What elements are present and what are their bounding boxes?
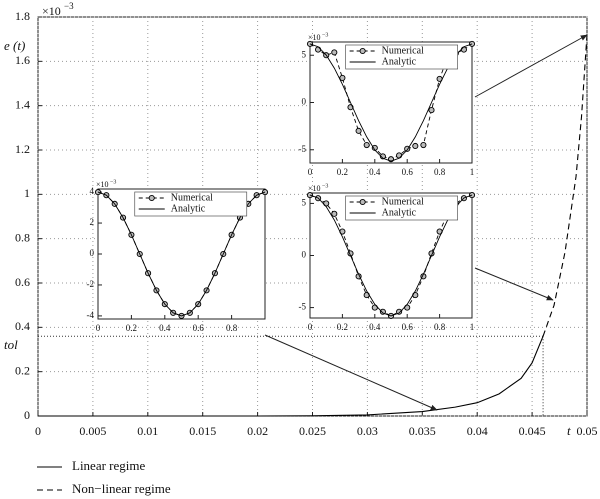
x-tick-label: 0.035	[409, 424, 436, 438]
x-tick-label: 0.2	[126, 323, 137, 333]
y-tick-label: 1.2	[15, 142, 30, 156]
x-tick-label: 0.02	[247, 424, 268, 438]
x-tick-label: 0	[35, 424, 41, 438]
y-tick-label: 0.8	[15, 230, 30, 244]
y-tick-label: 0.2	[15, 363, 30, 377]
data-point	[315, 46, 322, 53]
y-tick-label: 2	[90, 217, 95, 227]
x-tick-label: 0.6	[402, 167, 414, 177]
legend-label: Analytic	[382, 207, 417, 218]
series-line	[38, 335, 544, 417]
exponent-base: ×10	[308, 184, 321, 193]
data-point	[339, 74, 346, 81]
x-tick-label: 0.2	[337, 322, 348, 332]
y-axis-label: e (t)	[4, 38, 25, 53]
legend-marker	[359, 47, 366, 55]
exponent-power: −3	[322, 183, 328, 189]
y-tick-label: 1.6	[15, 53, 30, 67]
x-tick-label: 0	[308, 167, 313, 177]
data-point	[363, 141, 370, 149]
y-tick-label: 0	[90, 248, 95, 258]
x-tick-label: 0.04	[467, 424, 488, 438]
x-tick-label: 0.2	[337, 167, 348, 177]
data-point	[460, 46, 467, 53]
x-tick-label: 1	[470, 167, 475, 177]
legend-label: Numerical	[382, 196, 424, 207]
legend-label: Numerical	[382, 45, 424, 56]
x-tick-label: 0.01	[137, 424, 158, 438]
arrow	[264, 334, 438, 411]
exponent-power: −3	[322, 32, 328, 38]
y-tick-label: 4	[90, 186, 95, 196]
y-tick-label: -2	[87, 279, 95, 289]
x-axis-label: t	[567, 423, 571, 438]
exponent-power: −3	[110, 179, 116, 185]
y-tick-label: -4	[87, 310, 95, 320]
data-point	[420, 141, 427, 149]
exponent-base: ×10	[308, 33, 321, 42]
series-line	[542, 34, 588, 337]
x-tick-label: 0.03	[357, 424, 378, 438]
exponent-base: ×10	[42, 4, 61, 18]
data-point	[306, 192, 314, 199]
x-tick-label: 0.045	[519, 424, 546, 438]
series-line	[309, 194, 473, 317]
x-tick-label: 0.8	[434, 167, 446, 177]
y-tick-label: -5	[299, 302, 307, 312]
exponent-power: −3	[64, 1, 74, 11]
data-point	[412, 142, 419, 150]
x-tick-label: 0.05	[577, 424, 598, 438]
y-tick-label: 0	[302, 250, 307, 260]
x-tick-label: 0.4	[369, 322, 381, 332]
legend-marker	[359, 198, 366, 206]
y-tick-label: 0.6	[15, 275, 30, 289]
series-line	[97, 191, 266, 317]
series-line	[309, 43, 473, 162]
arrow	[474, 267, 554, 301]
data-point	[468, 192, 476, 199]
x-tick-label: 1	[470, 322, 475, 332]
legend-label: Analytic	[382, 56, 417, 67]
plots: 0 0.005 0.01 0.015 0.02 0.025 0.03 0.035 0.04 0.0…	[4, 1, 598, 496]
y-tick-label: -5	[299, 144, 307, 154]
legend-marker	[148, 194, 155, 202]
x-tick-label: 0.6	[402, 322, 414, 332]
x-tick-label: 0	[308, 322, 313, 332]
y-tick-label: 0	[302, 97, 307, 107]
data-point	[396, 152, 403, 159]
x-tick-label: 0	[96, 323, 101, 333]
x-tick-label: 0.4	[159, 323, 171, 333]
data-point	[379, 153, 386, 160]
x-tick-label: 0.015	[189, 424, 216, 438]
tol-label: tol	[4, 337, 18, 352]
arrows	[264, 34, 588, 411]
x-tick-label: 0.8	[226, 323, 238, 333]
y-tick-label: 1.4	[15, 97, 30, 111]
x-tick-label: 0.005	[79, 424, 106, 438]
x-tick-label: 0.6	[193, 323, 205, 333]
legend-label: Non−linear regime	[72, 481, 171, 496]
arrow	[474, 34, 588, 98]
legend-label: Numerical	[171, 192, 213, 203]
y-tick-label: 5	[302, 49, 307, 59]
data-point	[331, 210, 338, 217]
y-tick-label: 1	[24, 186, 30, 200]
x-tick-label: 0.8	[434, 322, 446, 332]
x-tick-label: 0.4	[369, 167, 381, 177]
legend-label: Analytic	[171, 203, 206, 214]
y-tick-label: 0	[24, 408, 30, 422]
exponent-base: ×10	[96, 180, 109, 189]
y-tick-label: 1.8	[15, 9, 30, 23]
data-point	[355, 127, 362, 134]
legend-label: Linear regime	[72, 458, 145, 473]
y-tick-label: 0.4	[15, 319, 30, 333]
data-point	[428, 107, 435, 114]
y-tick-label: 5	[302, 197, 307, 207]
x-tick-label: 0.025	[299, 424, 326, 438]
data-point	[331, 49, 338, 56]
